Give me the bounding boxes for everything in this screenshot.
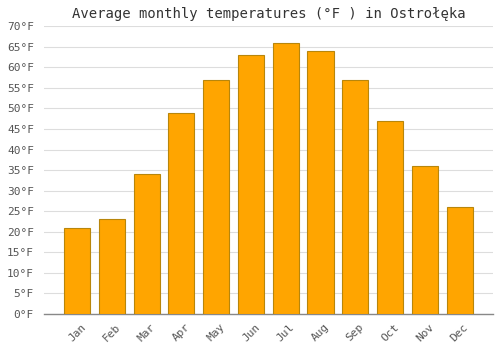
Bar: [203, 80, 229, 314]
Bar: [446, 207, 472, 314]
Bar: [168, 113, 194, 314]
Bar: [272, 43, 299, 314]
Bar: [412, 166, 438, 314]
Bar: [377, 121, 403, 314]
Bar: [342, 80, 368, 314]
Bar: [308, 51, 334, 314]
Bar: [134, 174, 160, 314]
Title: Average monthly temperatures (°F ) in Ostrołęka: Average monthly temperatures (°F ) in Os…: [72, 7, 465, 21]
Bar: [99, 219, 125, 314]
Bar: [64, 228, 90, 314]
Bar: [238, 55, 264, 314]
